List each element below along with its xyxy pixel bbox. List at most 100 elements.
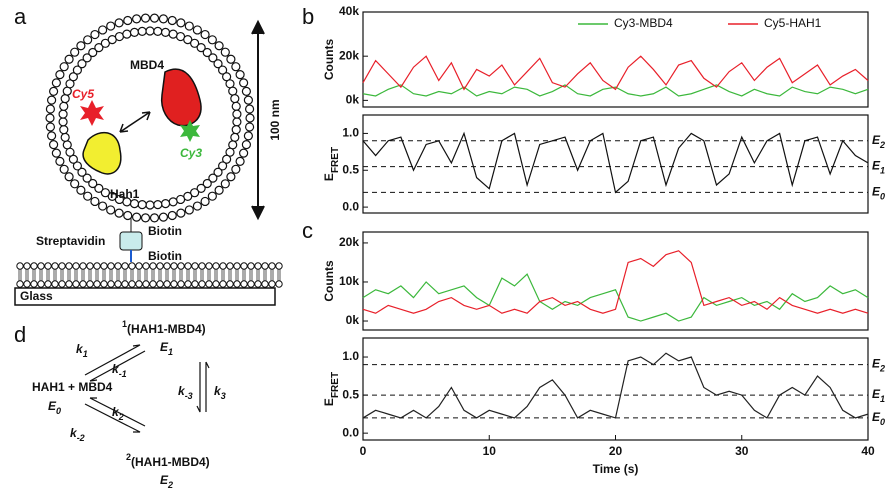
lipid <box>191 280 199 288</box>
lipid <box>60 132 70 142</box>
x-tick-label: 0 <box>360 444 367 458</box>
lipid <box>235 70 245 80</box>
lipid <box>145 200 155 210</box>
text-part: 2 <box>167 480 173 490</box>
lipid <box>192 201 202 211</box>
lipid <box>55 156 65 166</box>
lipid <box>47 95 57 105</box>
lipid <box>47 131 57 141</box>
lipid <box>79 280 87 288</box>
lipid <box>213 167 223 177</box>
lipid-tail <box>123 269 127 281</box>
lipid <box>142 262 150 270</box>
lipid <box>196 43 206 53</box>
lipid-tail <box>88 269 92 281</box>
y-tick-label: 20k <box>339 48 359 62</box>
lipid <box>202 47 212 58</box>
lipid <box>79 262 87 270</box>
lipid <box>93 262 101 270</box>
mbd4-shape <box>160 68 202 127</box>
lipid <box>158 14 169 24</box>
lipid <box>59 164 69 174</box>
label: Hah1 <box>110 187 140 201</box>
lipid <box>232 117 242 127</box>
lipid <box>198 280 206 288</box>
y-tick-label: 40k <box>339 4 359 18</box>
lipid-tail <box>193 269 197 281</box>
text-part: Counts <box>322 39 336 81</box>
lipid <box>207 191 217 201</box>
lipid <box>65 280 73 288</box>
plot-frame <box>362 231 869 331</box>
rich-text: k1 <box>76 342 88 359</box>
lipid <box>205 262 213 270</box>
legend-label: Cy3-MBD4 <box>614 16 673 30</box>
reference-label: E1 <box>872 387 885 404</box>
lipid <box>196 183 206 193</box>
lipid <box>261 280 269 288</box>
text-part: Counts <box>322 260 336 302</box>
lipid <box>94 43 104 53</box>
text-part: FRET <box>330 147 341 173</box>
label: Glass <box>20 289 53 303</box>
lipid-tail <box>263 269 267 281</box>
rich-text: k-3 <box>178 384 193 401</box>
lipid <box>123 15 133 26</box>
text-part: 2 <box>126 452 131 462</box>
lipid <box>16 262 24 270</box>
text-part: (HAH1-MBD4) <box>127 322 206 336</box>
lipid <box>59 62 69 72</box>
label: Biotin <box>148 224 182 238</box>
lipid <box>167 210 177 221</box>
lipid-tail <box>277 269 281 281</box>
lipid <box>170 262 178 270</box>
rich-text: E0 <box>48 399 61 416</box>
series-line <box>362 352 869 419</box>
text-part: E <box>48 399 57 413</box>
lipid <box>241 140 251 150</box>
lipid <box>100 38 110 48</box>
lipid-tail <box>46 269 50 281</box>
lipid <box>62 140 72 150</box>
lipid <box>44 262 52 270</box>
lipid <box>153 200 163 210</box>
lipid <box>208 173 218 183</box>
lipid <box>77 167 87 177</box>
lipid <box>177 262 185 270</box>
lipid <box>142 280 150 288</box>
lipid-tail <box>32 269 36 281</box>
lipid <box>30 280 38 288</box>
x-tick-label: 20 <box>609 444 623 458</box>
text-part: E <box>872 357 881 371</box>
lipid <box>247 262 255 270</box>
plot-frame <box>362 337 869 441</box>
reference-label: E2 <box>872 133 885 150</box>
lipid <box>51 78 61 88</box>
lipid-tail <box>186 269 190 281</box>
lipid <box>220 47 230 57</box>
rich-text: k-1 <box>112 362 127 379</box>
text-part: k <box>76 342 84 356</box>
lipid <box>72 161 82 171</box>
lipid <box>55 70 65 80</box>
glass <box>14 287 276 306</box>
y-axis-label: EFRET <box>322 147 341 181</box>
lipid <box>226 54 236 64</box>
text-part: -1 <box>119 369 127 379</box>
exchange-arrow <box>119 111 151 133</box>
lipid <box>275 262 283 270</box>
lipid <box>72 65 82 75</box>
lipid <box>145 26 155 36</box>
label: Streptavidin <box>36 234 105 248</box>
lipid-tail <box>270 269 274 281</box>
lipid <box>128 280 136 288</box>
lipid <box>137 26 147 36</box>
text-part: -2 <box>77 433 85 443</box>
lipid-tail <box>172 269 176 281</box>
lipid <box>107 262 115 270</box>
lipid-tail <box>158 269 162 281</box>
size-arrow <box>251 19 265 221</box>
lipid <box>23 280 31 288</box>
lipid <box>240 280 248 288</box>
lipid <box>184 280 192 288</box>
